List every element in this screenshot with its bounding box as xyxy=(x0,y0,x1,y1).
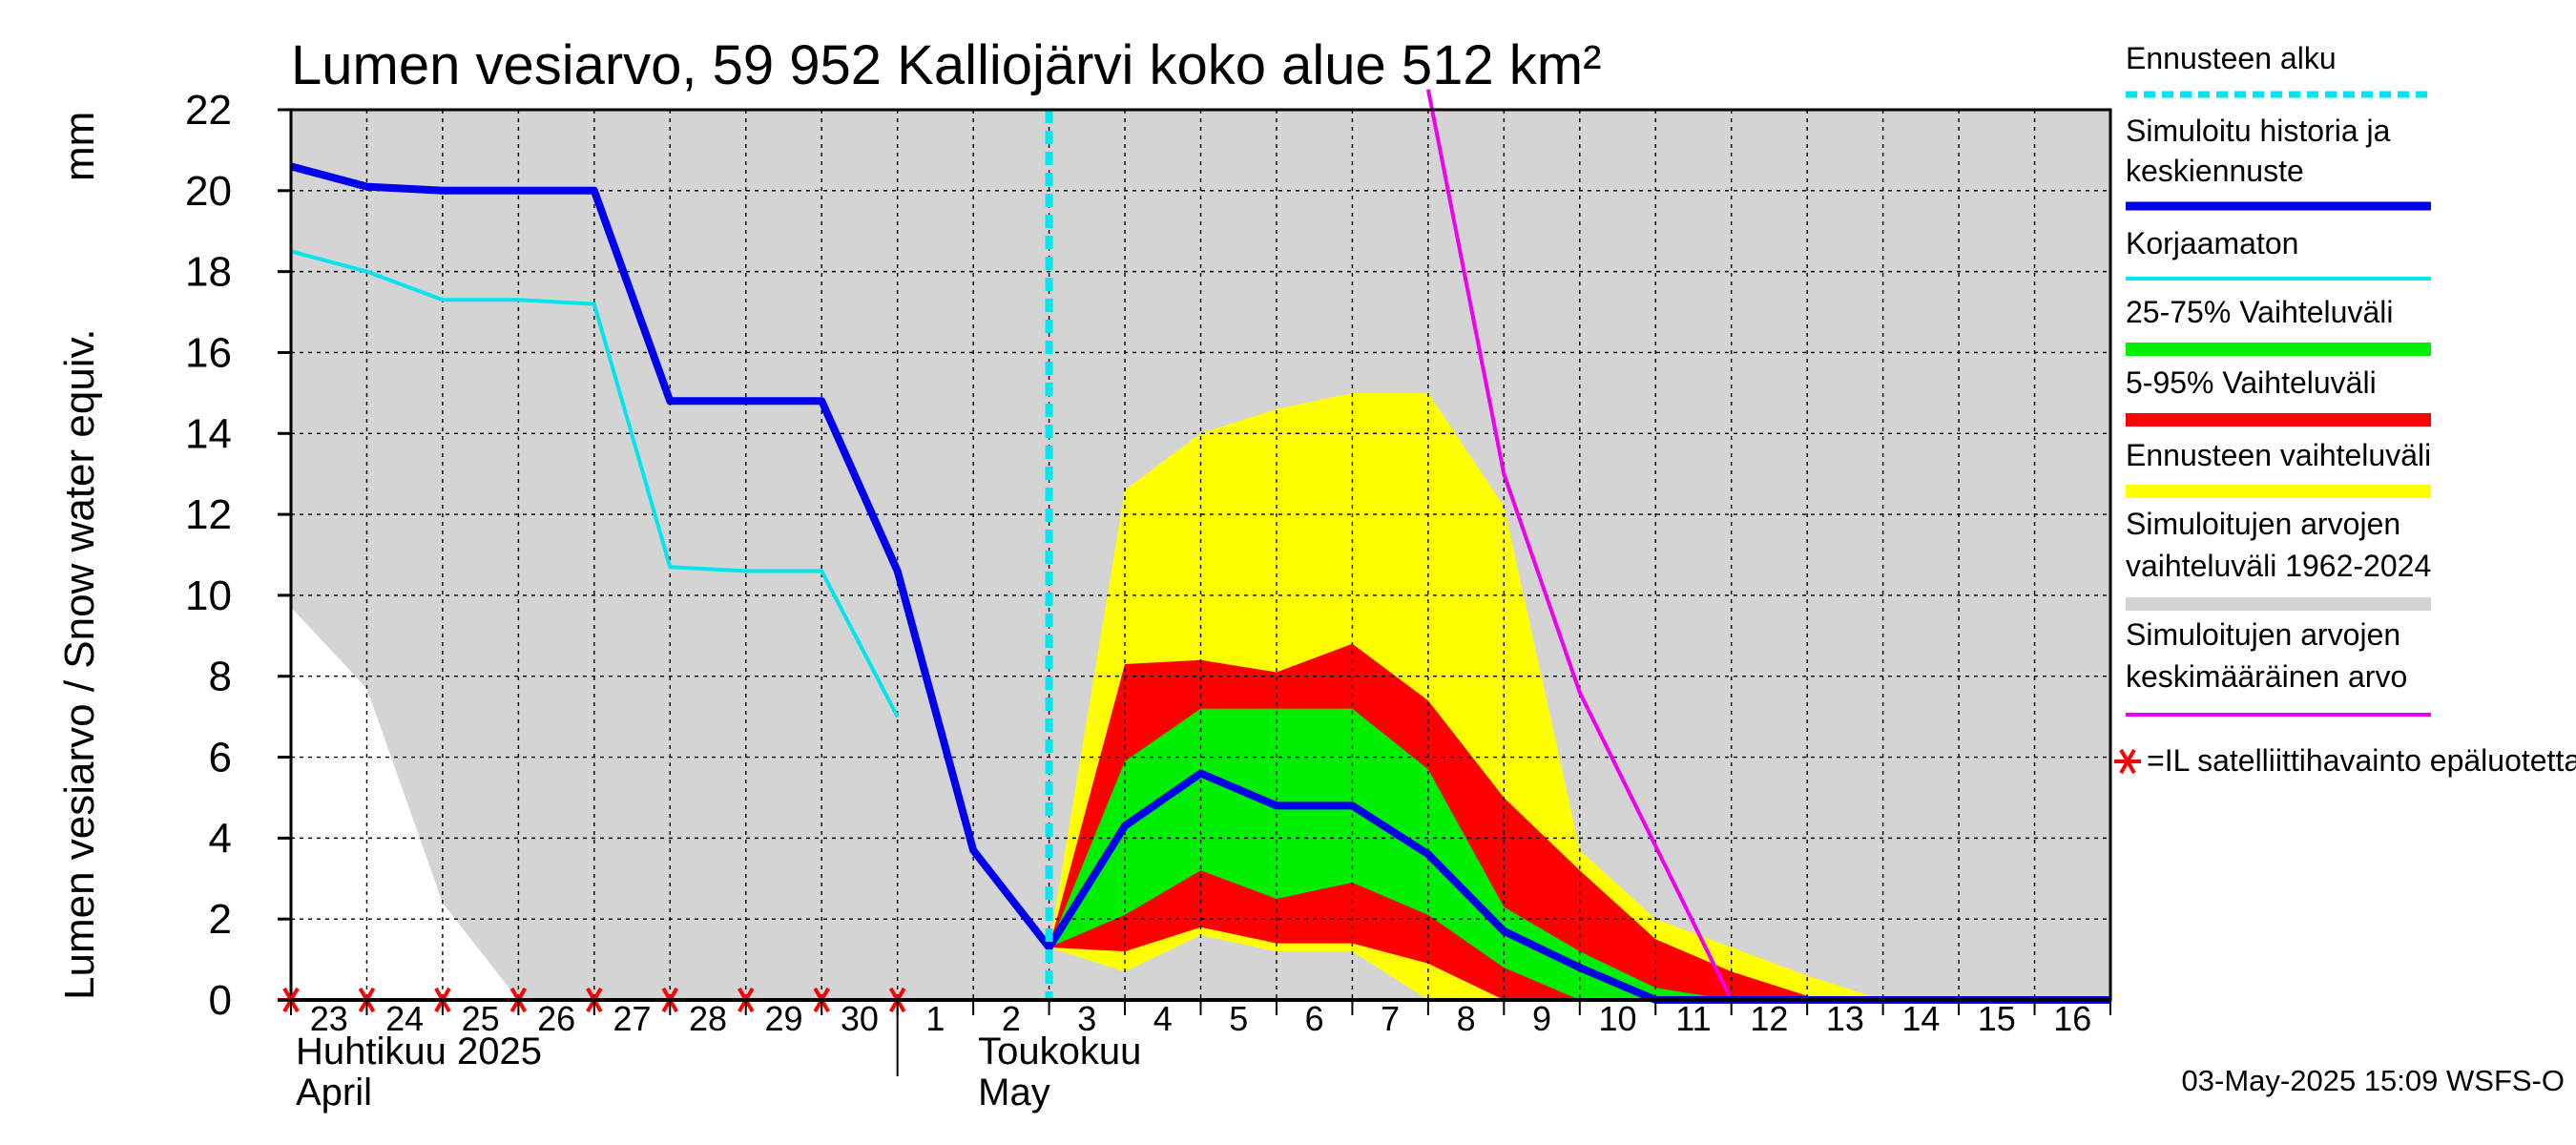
legend-item: Simuloitu historia ja keskiennuste xyxy=(2126,114,2431,211)
y-tick-label: 8 xyxy=(209,654,232,700)
x-tick-label: 27 xyxy=(613,999,652,1038)
legend-label: Simuloitujen arvojen xyxy=(2126,507,2400,541)
x-tick-label: 3 xyxy=(1077,999,1096,1038)
x-tick-label: 25 xyxy=(462,999,500,1038)
x-tick-label: 28 xyxy=(689,999,727,1038)
legend-label: Simuloitujen arvojen xyxy=(2126,617,2400,652)
x-axis: 23 24 25 26 27 28 29 30 1 2 3 4 5 6 7 8 9 10 11 12 13 14 15 16H… xyxy=(290,998,2111,1114)
plot-area xyxy=(278,89,2112,1013)
x-tick-label: 11 xyxy=(1675,999,1711,1038)
y-tick-label: 2 xyxy=(209,896,232,943)
x-tick-label: 1 xyxy=(925,999,945,1038)
y-tick-label: 12 xyxy=(185,491,232,538)
timestamp-footer: 03-May-2025 15:09 WSFS-O xyxy=(2182,1064,2565,1097)
legend-label: vaihteluväli 1962-2024 xyxy=(2126,549,2431,583)
y-tick-label: 4 xyxy=(209,815,232,862)
legend: Ennusteen alku Simuloitu historia ja keski… xyxy=(2114,41,2576,778)
y-tick-label: 20 xyxy=(185,168,232,215)
y-axis-unit: mm xyxy=(56,112,103,181)
legend-item: 5-95% Vaihteluväli xyxy=(2126,365,2431,427)
legend-label: keskiennuste xyxy=(2126,154,2304,188)
legend-item: Ennusteen alku xyxy=(2126,41,2431,98)
month-label-fi: Toukokuu xyxy=(978,1030,1141,1072)
month-label-en: May xyxy=(978,1072,1050,1114)
x-tick-label: 9 xyxy=(1532,999,1551,1038)
x-tick-label: 26 xyxy=(537,999,575,1038)
legend-label: 5-95% Vaihteluväli xyxy=(2126,365,2377,400)
uncorrected-series-line xyxy=(290,249,900,718)
x-tick-label: 7 xyxy=(1381,999,1400,1038)
legend-label: =IL satelliittihavainto epäluotettava xyxy=(2147,743,2576,778)
x-tick-label: 14 xyxy=(1901,999,1940,1038)
month-label-fi: Huhtikuu 2025 xyxy=(296,1030,542,1072)
month-label-en: April xyxy=(296,1072,372,1114)
legend-item: 25-75% Vaihteluväli xyxy=(2126,295,2431,356)
x-tick-label: 29 xyxy=(764,999,802,1038)
legend-item: Simuloitujen arvojen vaihteluväli 1962-20… xyxy=(2126,507,2431,611)
legend-item: Ennusteen vaihteluväli xyxy=(2126,438,2431,498)
x-tick-label: 16 xyxy=(2053,999,2091,1038)
legend-label: Korjaamaton xyxy=(2126,226,2298,260)
x-tick-label: 4 xyxy=(1153,999,1173,1038)
legend-item: =IL satelliittihavainto epäluotettava xyxy=(2114,743,2576,778)
legend-item: Simuloitujen arvojen keskimääräinen arvo xyxy=(2126,617,2431,717)
y-axis-label: Lumen vesiarvo / Snow water equiv. xyxy=(56,328,103,1000)
legend-star-icon xyxy=(2114,748,2141,775)
chart-title: Lumen vesiarvo, 59 952 Kalliojärvi koko … xyxy=(291,34,1601,96)
p25-75-band xyxy=(1049,708,2110,1000)
legend-label: Ennusteen alku xyxy=(2126,41,2337,75)
y-tick-label: 0 xyxy=(209,977,232,1024)
x-tick-label: 12 xyxy=(1750,999,1788,1038)
x-tick-label: 24 xyxy=(385,999,424,1038)
x-tick-label: 8 xyxy=(1457,999,1476,1038)
y-tick-label: 16 xyxy=(185,329,232,376)
x-tick-label: 30 xyxy=(841,999,879,1038)
x-tick-label: 13 xyxy=(1826,999,1864,1038)
x-tick-label: 6 xyxy=(1305,999,1324,1038)
star-stroke xyxy=(2119,748,2136,775)
y-tick-label: 10 xyxy=(185,572,232,619)
y-axis: 0 2 4 6 8 10 12 14 16 18 20 22 xyxy=(185,87,291,1024)
legend-item: Korjaamaton xyxy=(2126,226,2431,281)
y-tick-label: 18 xyxy=(185,249,232,296)
x-tick-label: 23 xyxy=(310,999,348,1038)
x-tick-label: 5 xyxy=(1229,999,1248,1038)
legend-label: Ennusteen vaihteluväli xyxy=(2126,438,2431,472)
y-tick-label: 6 xyxy=(209,735,232,781)
x-tick-label: 15 xyxy=(1978,999,2016,1038)
x-tick-label: 2 xyxy=(1002,999,1021,1038)
legend-label: Simuloitu historia ja xyxy=(2126,114,2391,148)
y-tick-label: 22 xyxy=(185,87,232,134)
x-tick-label: 10 xyxy=(1598,999,1636,1038)
legend-label: 25-75% Vaihteluväli xyxy=(2126,295,2393,329)
legend-label: keskimääräinen arvo xyxy=(2126,659,2407,694)
y-tick-label: 14 xyxy=(185,410,232,457)
